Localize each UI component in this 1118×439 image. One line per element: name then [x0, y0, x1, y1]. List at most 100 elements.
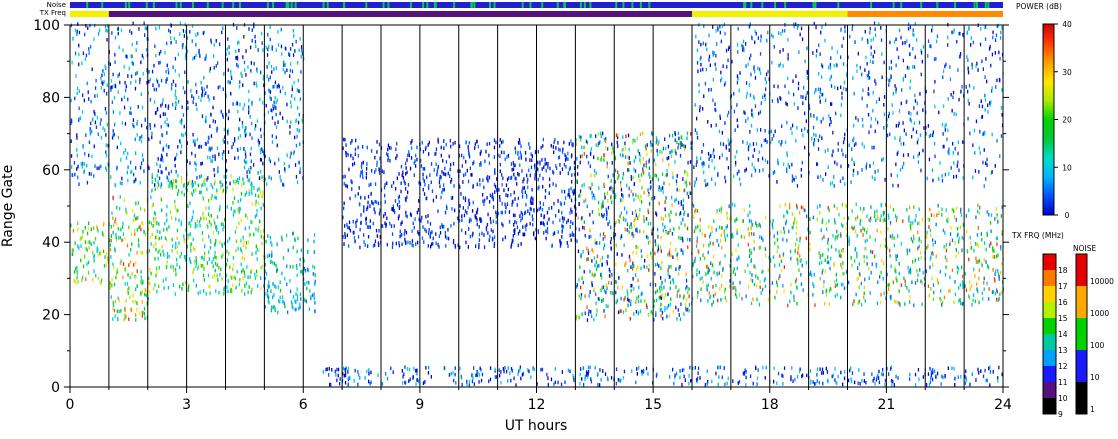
echo-cell — [78, 52, 80, 57]
echo-cell — [560, 382, 563, 387]
echo-cell — [172, 283, 175, 287]
echo-cell — [299, 37, 301, 41]
echo-cell — [243, 103, 246, 107]
echo-cell — [854, 380, 856, 385]
echo-cell — [581, 184, 583, 188]
echo-cell — [251, 202, 253, 206]
echo-cell — [856, 254, 858, 259]
echo-cell — [680, 141, 682, 145]
echo-cell — [756, 382, 758, 386]
echo-cell — [821, 236, 823, 241]
echo-cell — [538, 207, 540, 211]
echo-cell — [237, 180, 239, 185]
echo-cell — [329, 382, 331, 387]
echo-cell — [706, 284, 708, 288]
echo-cell — [281, 235, 283, 240]
echo-cell — [219, 180, 221, 185]
echo-cell — [328, 373, 330, 377]
echo-cell — [349, 376, 351, 380]
echo-cell — [299, 97, 301, 101]
echo-cell — [581, 276, 583, 281]
echo-cell — [655, 162, 657, 167]
echo-cell — [883, 112, 885, 117]
echo-cell — [116, 309, 118, 314]
echo-cell — [530, 207, 532, 212]
echo-cell — [650, 185, 652, 189]
echo-cell — [527, 368, 529, 372]
echo-cell — [144, 288, 147, 292]
echo-cell — [359, 174, 361, 178]
echo-cell — [869, 26, 871, 31]
echo-cell — [267, 234, 269, 238]
echo-cell — [343, 206, 345, 211]
echo-cell — [977, 203, 979, 208]
echo-cell — [242, 55, 244, 59]
echo-cell — [779, 49, 781, 54]
echo-cell — [250, 220, 252, 224]
echo-cell — [111, 283, 113, 288]
noise-bar-tick — [529, 2, 532, 8]
echo-cell — [406, 170, 408, 175]
echo-cell — [533, 232, 535, 237]
echo-cell — [240, 191, 243, 196]
echo-cell — [601, 262, 603, 267]
echo-cell — [667, 272, 669, 276]
echo-cell — [582, 366, 585, 370]
echo-cell — [917, 246, 919, 251]
echo-cell — [390, 366, 392, 371]
echo-cell — [843, 271, 845, 276]
echo-cell — [205, 217, 207, 221]
echo-cell — [626, 228, 628, 232]
echo-cell — [561, 167, 564, 172]
echo-cell — [404, 380, 406, 385]
echo-cell — [601, 202, 603, 207]
echo-cell — [630, 301, 632, 306]
echo-cell — [371, 169, 373, 173]
echo-cell — [826, 378, 829, 383]
echo-cell — [969, 296, 971, 300]
echo-cell — [707, 250, 709, 255]
echo-cell — [840, 232, 842, 236]
echo-cell — [235, 179, 237, 184]
echo-cell — [125, 156, 128, 160]
echo-cell — [819, 211, 821, 215]
echo-cell — [842, 224, 844, 228]
echo-cell — [633, 159, 635, 163]
echo-cell — [237, 136, 239, 140]
echo-cell — [642, 156, 644, 161]
echo-cell — [299, 257, 301, 262]
echo-cell — [724, 253, 726, 258]
echo-cell — [577, 216, 579, 220]
echo-cell — [260, 158, 262, 162]
echo-cell — [95, 78, 97, 83]
echo-cell — [512, 161, 514, 165]
echo-cell — [645, 234, 648, 239]
echo-cell — [627, 295, 629, 300]
echo-cell — [166, 251, 169, 256]
echo-cell — [657, 177, 660, 182]
echo-cell — [429, 222, 432, 226]
echo-cell — [647, 208, 649, 213]
echo-cell — [734, 285, 736, 290]
echo-cell — [653, 195, 656, 200]
echo-cell — [260, 206, 262, 211]
echo-cell — [553, 201, 555, 206]
echo-cell — [189, 221, 191, 225]
echo-cell — [479, 366, 481, 371]
echo-cell — [391, 207, 394, 211]
echo-cell — [374, 210, 376, 215]
echo-cell — [537, 160, 539, 165]
echo-cell — [424, 182, 426, 187]
echo-cell — [753, 247, 755, 251]
echo-cell — [250, 270, 252, 275]
echo-cell — [114, 299, 117, 304]
echo-cell — [383, 170, 385, 175]
echo-cell — [139, 165, 142, 170]
echo-cell — [161, 208, 163, 213]
echo-cell — [132, 61, 134, 66]
echo-cell — [229, 80, 231, 85]
echo-cell — [759, 280, 761, 284]
echo-cell — [274, 284, 276, 288]
echo-cell — [737, 381, 739, 385]
echo-cell — [760, 291, 762, 295]
